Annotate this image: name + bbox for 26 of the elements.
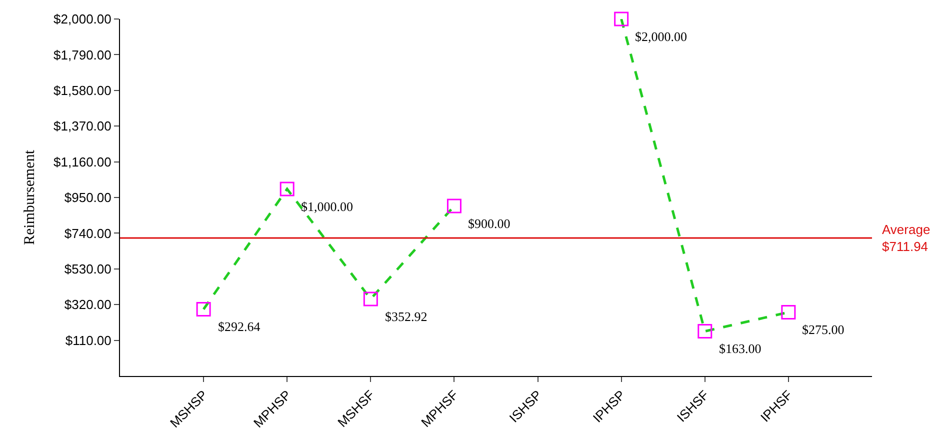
point — [196, 302, 211, 316]
data-label: $2,000.00 — [635, 29, 687, 44]
y-tick-label: $320.00 — [64, 297, 112, 312]
point — [280, 182, 294, 196]
point — [781, 305, 796, 320]
y-tick-label: $1,580.00 — [54, 82, 112, 98]
y-tick-label: $110.00 — [65, 332, 112, 348]
point — [446, 198, 462, 214]
y-tick-label: $1,160.00 — [54, 154, 112, 170]
y-tick-label: $1,370.00 — [54, 118, 112, 134]
y-tick-label: $2,000.00 — [54, 12, 112, 27]
y-tick-label: $740.00 — [64, 226, 112, 241]
y-tick-label: $530.00 — [64, 261, 112, 276]
data-label: $292.64 — [218, 319, 261, 334]
y-tick-label: $1,790.00 — [54, 47, 112, 62]
data-label: $1,000.00 — [301, 199, 353, 214]
y-axis-title: Reimbursement — [22, 149, 38, 245]
data-label: $163.00 — [719, 341, 762, 356]
point — [363, 292, 378, 306]
point — [698, 324, 712, 339]
y-tick-label: $950.00 — [64, 190, 112, 206]
data-label: $352.92 — [385, 309, 428, 324]
ref-line-label: Average $711.94 — [882, 222, 930, 254]
data-label: $275.00 — [802, 322, 844, 337]
point — [614, 12, 629, 26]
data-label: $900.00 — [468, 216, 510, 231]
